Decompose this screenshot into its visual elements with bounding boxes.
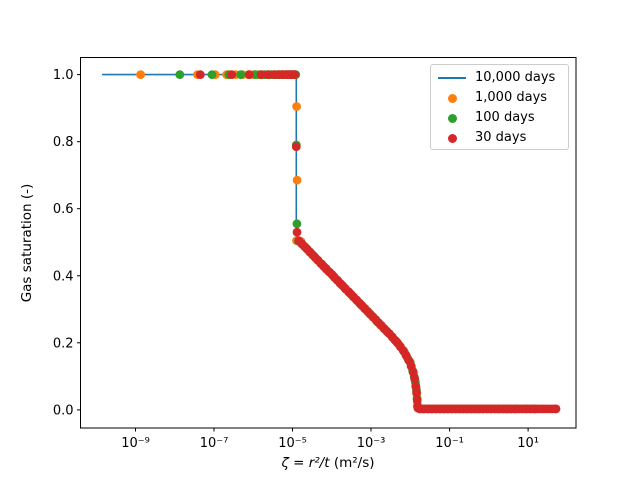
- y-tick-label: 0.4: [53, 269, 74, 284]
- data-point: [244, 70, 254, 79]
- legend-marker-swatch: [447, 93, 457, 103]
- data-point: [256, 70, 266, 79]
- y-tick-label: 0.6: [53, 202, 74, 217]
- legend-marker-swatch: [447, 133, 457, 143]
- x-axis-label-units: (m²/s): [329, 455, 375, 471]
- data-point: [195, 70, 205, 79]
- x-axis-label: ζ = r²/t (m²/s): [80, 455, 576, 471]
- x-tick-label: 10⁻⁹: [121, 436, 150, 451]
- x-tick-label: 10⁻⁷: [200, 436, 229, 451]
- y-tick-label: 1.0: [53, 68, 74, 83]
- series-scatter-30-days: [195, 70, 561, 414]
- data-point: [412, 388, 421, 397]
- plot-border: [80, 57, 577, 429]
- data-point: [292, 227, 302, 237]
- legend-marker-swatch: [438, 76, 466, 80]
- y-tick-label: 0.2: [53, 336, 74, 351]
- data-point: [207, 70, 217, 79]
- data-point: [236, 70, 246, 79]
- data-point: [292, 175, 302, 185]
- data-point: [411, 381, 421, 391]
- legend-entry: 10,000 days: [431, 68, 568, 88]
- y-tick-label: 0.0: [53, 403, 74, 418]
- legend-entry: 100 days: [431, 108, 568, 128]
- data-point: [136, 70, 146, 79]
- legend-label: 30 days: [475, 130, 527, 145]
- y-tick-label: 0.8: [53, 135, 74, 150]
- legend-label: 1,000 days: [475, 90, 548, 105]
- x-tick-label: 10⁻⁵: [278, 436, 307, 451]
- legend-entry: 1,000 days: [431, 88, 568, 108]
- data-point: [551, 404, 561, 414]
- data-point: [292, 102, 301, 111]
- data-point: [291, 142, 301, 152]
- data-point: [410, 374, 419, 383]
- legend-marker-swatch: [447, 113, 457, 123]
- legend-label: 10,000 days: [475, 70, 556, 85]
- legend-label: 100 days: [475, 110, 535, 125]
- data-point: [175, 70, 185, 79]
- data-point: [292, 219, 302, 229]
- data-point: [290, 70, 299, 79]
- legend-line-marker: [437, 76, 467, 80]
- y-axis-label: Gas saturation (-): [19, 183, 35, 303]
- x-tick-label: 10⁻¹: [435, 436, 464, 451]
- legend-dot-marker: [437, 93, 467, 103]
- legend-dot-marker: [437, 113, 467, 123]
- x-tick-label: 10⁻³: [357, 436, 386, 451]
- x-axis-label-math: ζ = r²/t: [281, 455, 330, 471]
- data-point: [227, 70, 237, 79]
- legend-entry: 30 days: [431, 128, 568, 148]
- legend: 10,000 days 1,000 days 100 days 30 days: [430, 64, 569, 150]
- legend-dot-marker: [437, 133, 467, 143]
- x-tick-label: 10¹: [517, 436, 539, 451]
